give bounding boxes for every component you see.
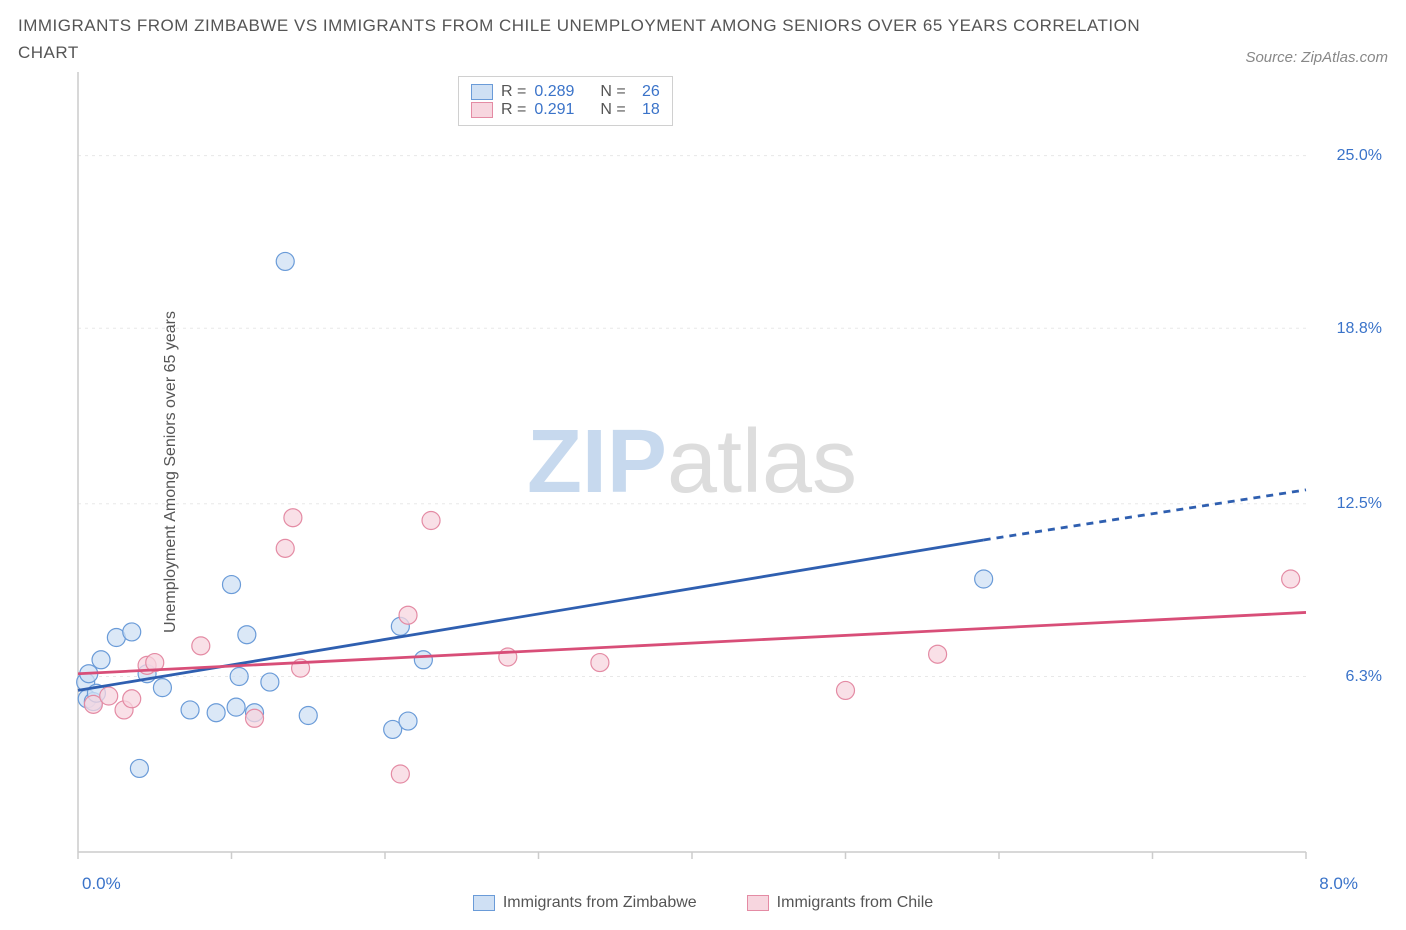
page-title: IMMIGRANTS FROM ZIMBABWE VS IMMIGRANTS F… [18,12,1168,66]
legend-label: Immigrants from Zimbabwe [503,894,697,912]
legend-item: Immigrants from Zimbabwe [473,894,697,912]
y-tick-label: 12.5% [1337,495,1382,513]
n-value: 18 [634,101,660,119]
r-value: 0.291 [534,101,574,119]
r-value: 0.289 [534,83,574,101]
correlation-chart: Unemployment Among Seniors over 65 years… [18,72,1388,872]
legend-swatch [747,895,769,911]
x-axis-start-label: 0.0% [82,874,121,894]
y-tick-label: 18.8% [1337,320,1382,338]
legend-item: Immigrants from Chile [747,894,933,912]
legend-label: Immigrants from Chile [777,894,933,912]
source-credit: Source: ZipAtlas.com [1245,49,1388,66]
r-label: R = [501,83,526,101]
y-tick-label: 6.3% [1346,668,1382,686]
y-tick-label: 25.0% [1337,147,1382,165]
legend-swatch [473,895,495,911]
x-axis-end-label: 8.0% [1319,874,1358,894]
legend-swatch [471,84,493,100]
r-label: R = [501,101,526,119]
svg-text:ZIPatlas: ZIPatlas [527,412,857,512]
stats-legend-row: R = 0.291 N = 18 [471,101,660,119]
scatter-plot-svg: ZIPatlas [18,72,1328,862]
stats-legend: R = 0.289 N = 26 R = 0.291 N = 18 [458,76,673,126]
n-label: N = [600,101,625,119]
legend-swatch [471,102,493,118]
y-axis-ticks: 6.3% 12.5% 18.8% 25.0% [1328,72,1388,872]
series-legend: Immigrants from Zimbabwe Immigrants from … [18,894,1388,912]
n-label: N = [600,83,625,101]
stats-legend-row: R = 0.289 N = 26 [471,83,660,101]
y-axis-label: Unemployment Among Seniors over 65 years [162,311,180,633]
n-value: 26 [634,83,660,101]
